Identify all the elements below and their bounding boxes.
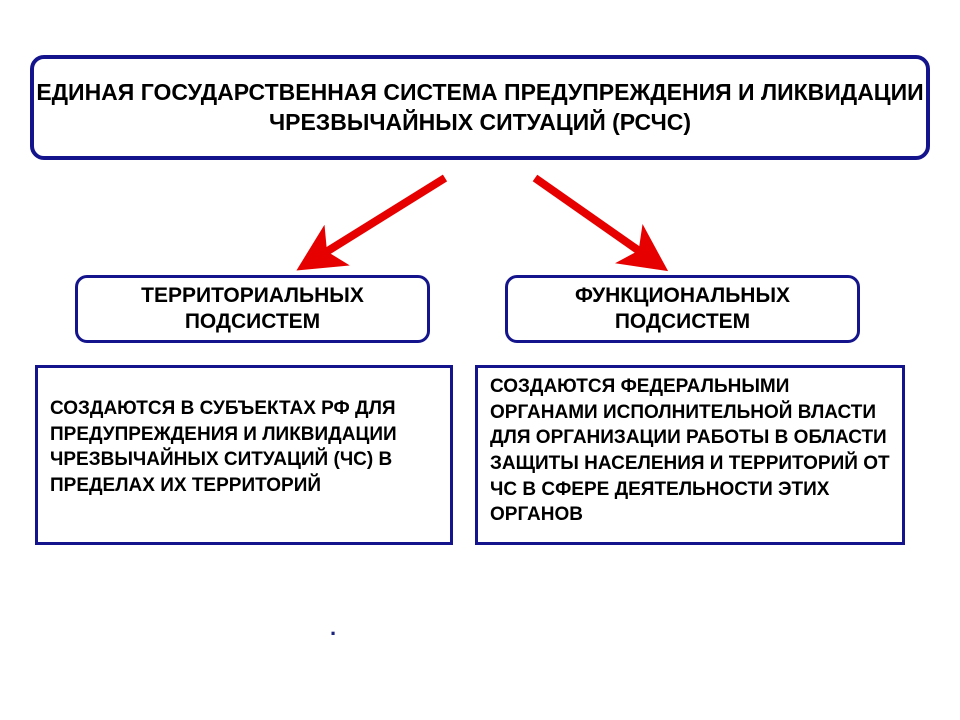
right-subsystem-text: ФУНКЦИОНАЛЬНЫХ ПОДСИСТЕМ bbox=[508, 283, 857, 336]
arrow-left bbox=[310, 178, 445, 262]
right-subsystem-box: ФУНКЦИОНАЛЬНЫХ ПОДСИСТЕМ bbox=[505, 275, 860, 343]
left-subsystem-text: ТЕРРИТОРИАЛЬНЫХ ПОДСИСТЕМ bbox=[78, 283, 427, 336]
left-description-box: СОЗДАЮТСЯ В СУБЪЕКТАХ РФ ДЛЯ ПРЕДУПРЕЖДЕ… bbox=[35, 365, 453, 545]
stray-dot: . bbox=[330, 615, 336, 641]
right-description-box: СОЗДАЮТСЯ ФЕДЕРАЛЬНЫМИ ОРГАНАМИ ИСПОЛНИТ… bbox=[475, 365, 905, 545]
left-subsystem-box: ТЕРРИТОРИАЛЬНЫХ ПОДСИСТЕМ bbox=[75, 275, 430, 343]
left-description-text: СОЗДАЮТСЯ В СУБЪЕКТАХ РФ ДЛЯ ПРЕДУПРЕЖДЕ… bbox=[50, 398, 397, 496]
right-description-text: СОЗДАЮТСЯ ФЕДЕРАЛЬНЫМИ ОРГАНАМИ ИСПОЛНИТ… bbox=[490, 376, 890, 525]
main-title-box: ЕДИНАЯ ГОСУДАРСТВЕННАЯ СИСТЕМА ПРЕДУПРЕЖ… bbox=[30, 55, 930, 160]
main-title-text: ЕДИНАЯ ГОСУДАРСТВЕННАЯ СИСТЕМА ПРЕДУПРЕЖ… bbox=[34, 78, 926, 138]
arrow-right bbox=[535, 178, 655, 262]
